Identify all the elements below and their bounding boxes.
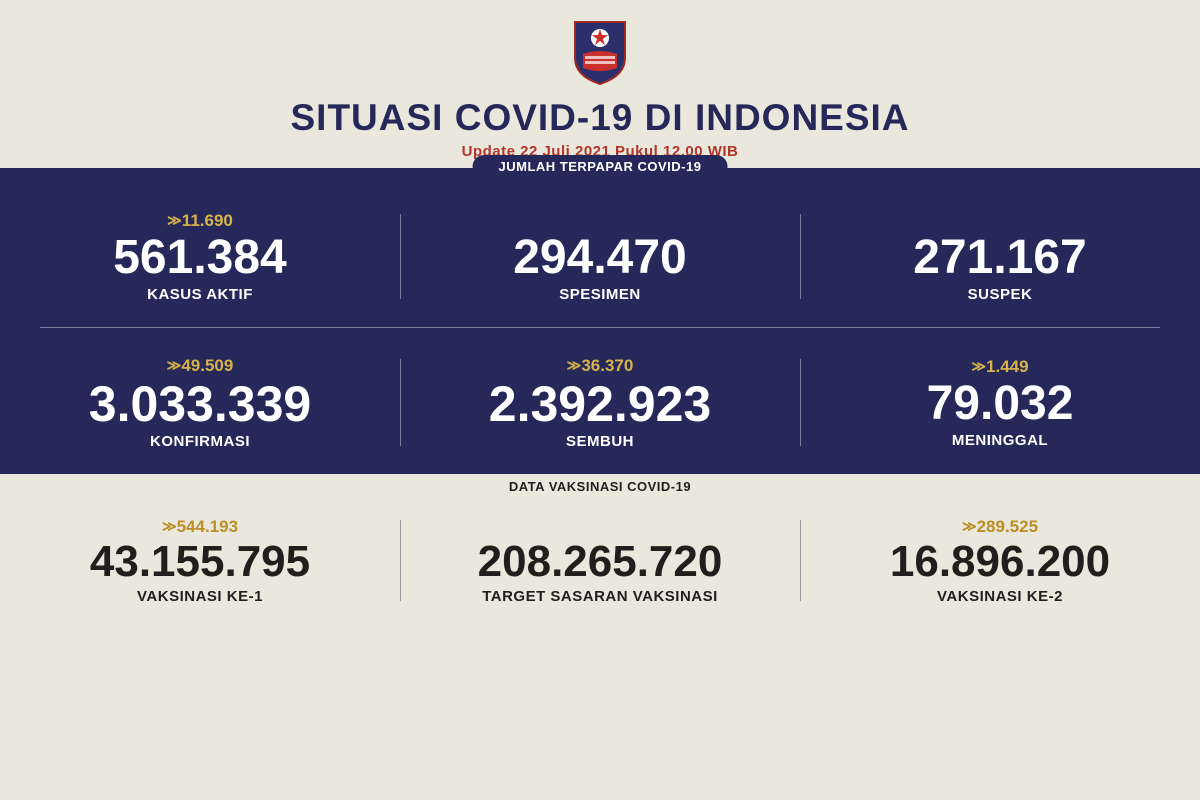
- label-konfirmasi: KONFIRMASI: [150, 433, 250, 450]
- delta-vaksinasi-2: ≫289.525: [962, 516, 1038, 538]
- stat-suspek: 271.167 SUSPEK: [800, 204, 1200, 309]
- section-label-covid: JUMLAH TERPAPAR COVID-19: [473, 155, 728, 178]
- value-target: 208.265.720: [478, 540, 723, 584]
- label-sembuh: SEMBUH: [566, 433, 634, 450]
- delta-meninggal: ≫1.449: [971, 356, 1028, 378]
- vaccination-section: DATA VAKSINASI COVID-19 ≫544.193 43.155.…: [0, 488, 1200, 629]
- covid-dashboard: SITUASI COVID-19 DI INDONESIA Update 22 …: [0, 0, 1200, 800]
- delta-spesimen: [598, 210, 603, 232]
- label-target: TARGET SASARAN VAKSINASI: [482, 588, 718, 605]
- stat-kasus-aktif: ≫11.690 561.384 KASUS AKTIF: [0, 204, 400, 309]
- covid-cases-section: JUMLAH TERPAPAR COVID-19 ≫11.690 561.384…: [0, 168, 1200, 474]
- stat-vaksinasi-1: ≫544.193 43.155.795 VAKSINASI KE-1: [0, 510, 400, 611]
- value-meninggal: 79.032: [927, 380, 1074, 428]
- stat-meninggal: ≫1.449 79.032 MENINGGAL: [800, 349, 1200, 456]
- page-title: SITUASI COVID-19 DI INDONESIA: [0, 97, 1200, 139]
- label-kasus-aktif: KASUS AKTIF: [147, 286, 253, 303]
- header: SITUASI COVID-19 DI INDONESIA Update 22 …: [0, 0, 1200, 168]
- delta-sembuh: ≫36.370: [567, 355, 634, 377]
- value-sembuh: 2.392.923: [489, 379, 711, 429]
- stat-target: 208.265.720 TARGET SASARAN VAKSINASI: [400, 510, 800, 611]
- value-vaksinasi-2: 16.896.200: [890, 540, 1110, 584]
- label-meninggal: MENINGGAL: [952, 432, 1048, 449]
- label-vaksinasi-2: VAKSINASI KE-2: [937, 588, 1063, 605]
- label-suspek: SUSPEK: [968, 286, 1033, 303]
- stat-konfirmasi: ≫49.509 3.033.339 KONFIRMASI: [0, 349, 400, 456]
- label-vaksinasi-1: VAKSINASI KE-1: [137, 588, 263, 605]
- stats-row-1: ≫11.690 561.384 KASUS AKTIF 294.470 SPES…: [0, 182, 1200, 327]
- delta-target: [598, 516, 603, 538]
- delta-vaksinasi-1: ≫544.193: [162, 516, 238, 538]
- value-konfirmasi: 3.033.339: [89, 379, 311, 429]
- stat-vaksinasi-2: ≫289.525 16.896.200 VAKSINASI KE-2: [800, 510, 1200, 611]
- value-suspek: 271.167: [913, 234, 1087, 282]
- stat-sembuh: ≫36.370 2.392.923 SEMBUH: [400, 349, 800, 456]
- value-vaksinasi-1: 43.155.795: [90, 540, 310, 584]
- value-spesimen: 294.470: [513, 234, 687, 282]
- section-label-vaccine: DATA VAKSINASI COVID-19: [483, 475, 717, 498]
- delta-suspek: [998, 210, 1003, 232]
- stat-spesimen: 294.470 SPESIMEN: [400, 204, 800, 309]
- value-kasus-aktif: 561.384: [113, 234, 287, 282]
- bnpb-logo-icon: [571, 18, 629, 86]
- delta-kasus-aktif: ≫11.690: [167, 210, 233, 232]
- delta-konfirmasi: ≫49.509: [167, 355, 234, 377]
- label-spesimen: SPESIMEN: [559, 286, 641, 303]
- vaccine-row: ≫544.193 43.155.795 VAKSINASI KE-1 208.2…: [0, 488, 1200, 629]
- stats-row-2: ≫49.509 3.033.339 KONFIRMASI ≫36.370 2.3…: [0, 327, 1200, 474]
